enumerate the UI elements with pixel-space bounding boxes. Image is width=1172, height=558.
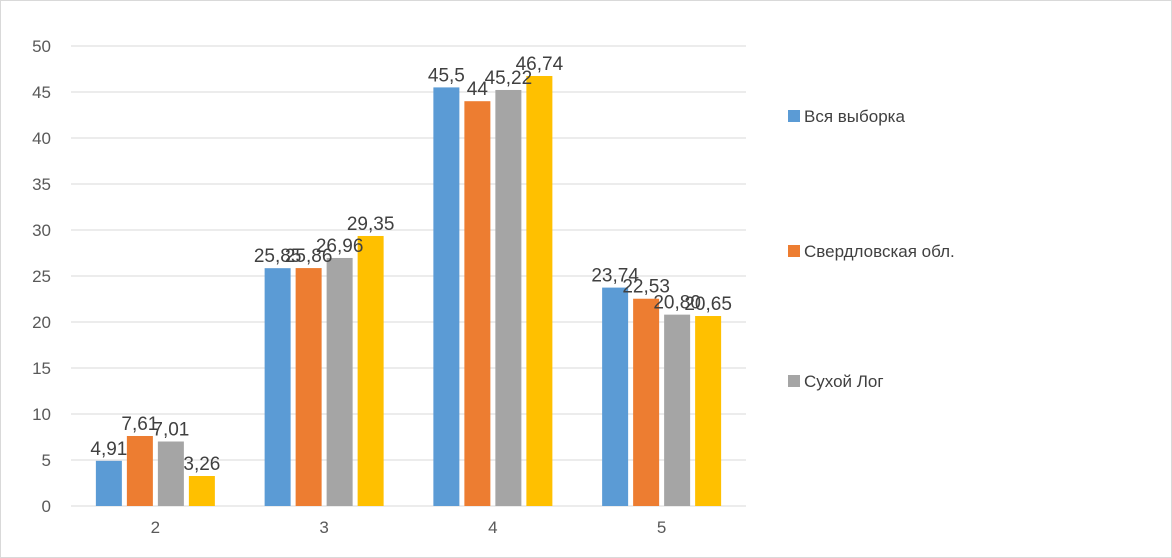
bar: [157, 441, 184, 506]
legend-item: Свердловская обл.: [788, 242, 955, 261]
data-label: 4,91: [90, 439, 127, 460]
y-tick-label: 50: [32, 37, 51, 56]
data-label: 7,61: [121, 414, 158, 435]
legend: Вся выборка Свердловская обл. Сухой Лог: [788, 107, 955, 391]
bar: [126, 435, 153, 506]
bar: [188, 476, 215, 506]
bars: [95, 75, 722, 507]
legend-label: Свердловская обл.: [804, 242, 955, 261]
bar: [264, 268, 291, 506]
bar: [526, 75, 553, 506]
y-tick-label: 30: [32, 221, 51, 240]
bar: [357, 235, 384, 507]
x-axis-tick-labels: 2 3 4 5: [151, 518, 667, 537]
data-label: 23,74: [591, 266, 639, 287]
data-label: 20,65: [684, 294, 732, 315]
y-tick-label: 15: [32, 359, 51, 378]
legend-item: Сухой Лог: [788, 372, 884, 391]
data-label: 45,22: [485, 68, 533, 89]
y-tick-label: 35: [32, 175, 51, 194]
legend-label: Вся выборка: [804, 107, 905, 126]
legend-swatch: [788, 245, 800, 257]
data-label: 25,85: [254, 246, 302, 267]
bar: [495, 89, 522, 506]
y-tick-label: 0: [42, 497, 51, 516]
y-tick-label: 40: [32, 129, 51, 148]
y-tick-label: 45: [32, 83, 51, 102]
legend-swatch: [788, 110, 800, 122]
legend-item: Вся выборка: [788, 107, 905, 126]
y-tick-label: 25: [32, 267, 51, 286]
y-axis-tick-labels: 0 5 10 15 20 25 30 35 40 45 50: [32, 37, 51, 516]
data-label: 26,96: [316, 236, 364, 257]
bar: [95, 460, 122, 506]
data-label: 22,53: [622, 277, 670, 298]
x-tick-label: 4: [488, 518, 497, 537]
y-tick-label: 20: [32, 313, 51, 332]
y-tick-label: 10: [32, 405, 51, 424]
data-label: 7,01: [152, 420, 189, 441]
x-tick-label: 3: [319, 518, 328, 537]
x-tick-label: 2: [151, 518, 160, 537]
bar: [695, 316, 722, 506]
data-label: 45,5: [428, 65, 465, 86]
bar: [464, 101, 491, 506]
bar: [602, 287, 629, 506]
data-label: 29,35: [347, 214, 395, 235]
bar: [633, 298, 660, 506]
data-label: 25,86: [285, 246, 333, 267]
bar: [295, 268, 322, 506]
bar: [664, 314, 691, 506]
bar: [433, 87, 460, 507]
legend-swatch: [788, 375, 800, 387]
data-label: 3,26: [183, 454, 220, 475]
legend-label: Сухой Лог: [804, 372, 884, 391]
x-tick-label: 5: [657, 518, 666, 537]
data-label: 46,74: [516, 54, 564, 75]
data-label: 44: [467, 79, 489, 100]
data-label: 20,80: [653, 293, 701, 314]
y-tick-label: 5: [42, 451, 51, 470]
bar: [326, 257, 353, 506]
